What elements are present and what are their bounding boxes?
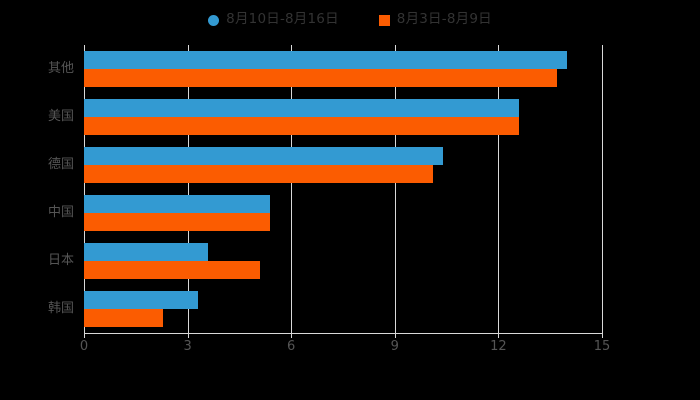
bar-其他-series-0[interactable] (84, 51, 568, 69)
y-category-label-其他: 其他 (47, 61, 74, 76)
x-tick-6 (291, 333, 293, 338)
gridline-x-6 (291, 45, 293, 333)
legend-circle-marker-icon (208, 14, 220, 26)
chart-legend: 8月10日-8月16日 8月3日-8月9日 (0, 8, 700, 32)
x-tick-12 (498, 333, 500, 338)
gridline-x-15 (602, 45, 603, 333)
x-tick-label-9: 9 (390, 339, 399, 354)
y-category-label-德国: 德国 (47, 157, 74, 172)
plot-area (84, 45, 603, 333)
legend-label-series-1: 8月3日-8月9日 (396, 11, 492, 28)
bar-美国-series-0[interactable] (84, 99, 520, 117)
bar-德国-series-0[interactable] (84, 147, 444, 165)
y-category-label-日本: 日本 (47, 253, 74, 268)
legend-label-series-0: 8月10日-8月16日 (226, 11, 339, 28)
x-tick-label-15: 15 (593, 339, 611, 354)
gridline-x-3 (187, 45, 189, 333)
legend-square-marker-icon (378, 14, 390, 26)
bar-中国-series-0[interactable] (84, 195, 271, 213)
bar-中国-series-1[interactable] (84, 213, 271, 231)
gridline-x-12 (498, 45, 500, 333)
bar-其他-series-1[interactable] (84, 69, 558, 87)
legend-item-series-1[interactable]: 8月3日-8月9日 (378, 11, 492, 28)
bar-日本-series-0[interactable] (84, 243, 209, 261)
x-tick-label-0: 0 (79, 339, 89, 354)
gridline-x-9 (394, 45, 396, 333)
bar-美国-series-1[interactable] (84, 117, 520, 135)
bar-德国-series-1[interactable] (84, 165, 433, 183)
x-tick-label-6: 6 (287, 339, 296, 354)
y-category-label-中国: 中国 (47, 205, 74, 220)
y-category-label-美国: 美国 (47, 109, 74, 124)
x-tick-15 (602, 333, 603, 338)
legend-item-series-0[interactable]: 8月10日-8月16日 (208, 13, 339, 27)
x-axis-line (84, 333, 603, 334)
gridline-x-0 (84, 45, 85, 333)
bar-日本-series-1[interactable] (84, 261, 261, 279)
bar-韩国-series-1[interactable] (84, 309, 164, 327)
bar-韩国-series-0[interactable] (84, 291, 198, 309)
y-category-label-韩国: 韩国 (47, 301, 74, 316)
x-tick-0 (84, 333, 85, 338)
x-tick-9 (394, 333, 396, 338)
x-tick-3 (187, 333, 189, 338)
x-tick-label-12: 12 (490, 339, 507, 354)
x-tick-label-3: 3 (183, 339, 192, 354)
